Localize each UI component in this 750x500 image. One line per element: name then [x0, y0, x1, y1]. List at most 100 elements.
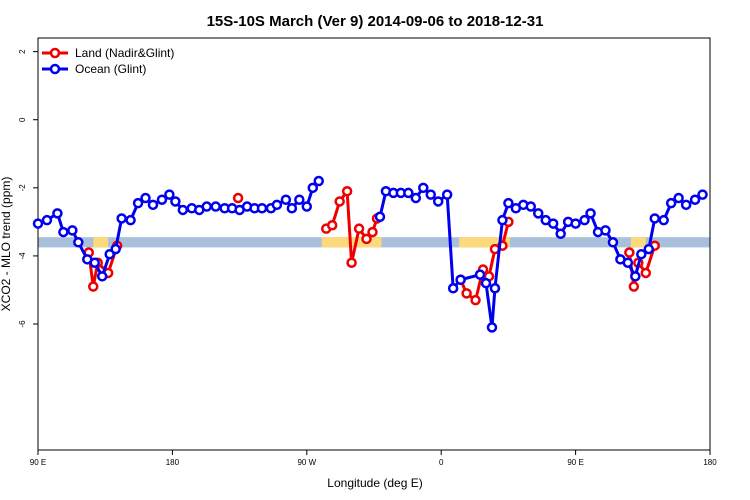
- series-1-point-1-42: [689, 194, 701, 205]
- y-axis-label: XCO2 - MLO trend (ppm): [0, 177, 13, 312]
- series-0-point-4-1: [628, 281, 640, 292]
- y-tick-label-3: -4: [18, 252, 27, 260]
- series-1-point-0-11: [116, 213, 127, 224]
- series-1-point-1-31: [607, 237, 619, 248]
- series-1-point-1-4: [403, 187, 414, 199]
- series-0-point-2-4: [346, 257, 357, 268]
- series-1-point-0-0: [32, 218, 44, 229]
- x-axis-ticks: 90 E 180 90 W 0 90 E 180: [30, 450, 717, 467]
- legend-marker-ocean: [49, 63, 61, 75]
- series-0-point-2-1: [326, 220, 338, 231]
- series-1-point-1-36: [643, 243, 655, 255]
- series-1-point-0-34: [294, 194, 305, 205]
- series-1-point-0-29: [256, 202, 268, 214]
- series-1-point-0-31: [271, 199, 283, 211]
- series-1-point-1-5: [410, 192, 422, 204]
- legend-item-ocean: Ocean (Glint): [42, 62, 146, 76]
- legend-marker-land: [49, 47, 61, 59]
- series-0-point-2-6: [361, 233, 372, 245]
- y-tick-label-4: -6: [18, 320, 27, 328]
- series-1-point-1-9: [441, 189, 453, 200]
- chart-title: 15S-10S March (Ver 9) 2014-09-06 to 2018…: [207, 13, 544, 30]
- series-1-point-0-15: [147, 199, 159, 211]
- x-tick-label-3: 0: [439, 458, 444, 467]
- series-lines: [32, 175, 708, 333]
- series-1-point-0-32: [280, 194, 292, 205]
- series-1-point-1-28: [585, 208, 596, 219]
- series-0-point-2-2: [334, 196, 345, 207]
- land-mask-segment-2: [459, 237, 510, 248]
- x-tick-label-0: 90 E: [30, 458, 46, 467]
- series-1-point-0-5: [73, 237, 84, 248]
- series-1-point-1-21: [533, 208, 544, 219]
- series-1-point-0-36: [307, 182, 319, 194]
- x-axis-label: Longitude (deg E): [327, 476, 422, 490]
- series-1-point-1-38: [658, 214, 669, 226]
- series-1-point-0-3: [58, 226, 69, 238]
- series-1-point-1-8: [432, 196, 444, 207]
- series-1-point-1-14: [486, 322, 498, 333]
- x-tick-label-2: 90 W: [297, 458, 316, 467]
- series-1-point-1-41: [680, 199, 692, 211]
- series-1-point-0-7: [89, 257, 100, 268]
- series-1-point-0-17: [164, 189, 175, 200]
- series-1-point-0-8: [96, 271, 108, 282]
- series-1-point-0-14: [140, 192, 151, 204]
- y-tick-label-0: 2: [18, 49, 27, 54]
- series-1-point-1-20: [525, 201, 537, 212]
- series-1-point-1-10: [447, 283, 459, 294]
- y-axis-ticks: 2 0 -2 -4 -6: [18, 49, 38, 328]
- x-tick-label-4: 90 E: [567, 458, 583, 467]
- x-tick-label-1: 180: [166, 458, 180, 467]
- series-0-point-3-1: [461, 288, 472, 299]
- legend-label-ocean: Ocean (Glint): [75, 62, 146, 76]
- series-1-point-1-6: [418, 182, 429, 194]
- series-1-point-0-4: [67, 225, 78, 236]
- series-1-point-1-40: [673, 192, 684, 204]
- series-1-point-0-10: [110, 243, 121, 255]
- series-1-point-1-39: [665, 197, 677, 209]
- series-1-line-0: [37, 180, 320, 278]
- series-1-point-1-30: [600, 225, 611, 236]
- series-1-line-1: [378, 186, 704, 329]
- series-1-point-0-16: [156, 194, 168, 205]
- series-1-point-0-13: [132, 197, 144, 209]
- series-1-point-1-26: [570, 218, 581, 229]
- series-1-point-1-0: [374, 211, 386, 223]
- series-0-point-2-5: [353, 223, 365, 234]
- land-mask-segment-0: [93, 237, 109, 248]
- series-1-point-0-2: [52, 208, 63, 219]
- y-tick-label-1: 0: [18, 117, 27, 122]
- series-1-point-0-35: [301, 201, 313, 212]
- series-1-point-1-12: [474, 269, 486, 280]
- series-1-point-0-12: [125, 214, 136, 226]
- series-0-point-4-3: [640, 267, 652, 279]
- series-1-point-1-35: [636, 248, 647, 260]
- series-1-point-1-7: [425, 189, 436, 200]
- series-1-point-1-33: [622, 257, 634, 268]
- series-1-point-1-34: [630, 271, 641, 282]
- series-1-point-0-22: [201, 201, 212, 212]
- series-0-point-2-7: [367, 226, 378, 238]
- series-1-point-1-37: [649, 213, 660, 224]
- legend-item-land: Land (Nadir&Glint): [42, 46, 174, 60]
- series-1-point-1-13: [480, 277, 492, 289]
- series-1-point-1-43: [697, 189, 708, 200]
- series-0-point-0-1: [88, 281, 99, 292]
- series-1-point-0-19: [177, 204, 189, 216]
- series-0-point-4-0: [624, 247, 635, 258]
- series-1-point-0-18: [170, 196, 181, 207]
- series-1-point-1-17: [503, 197, 514, 209]
- series-1: [32, 175, 708, 333]
- legend: Land (Nadir&Glint) Ocean (Glint): [42, 46, 174, 76]
- plot-frame: [37, 37, 711, 451]
- series-1-point-0-33: [286, 202, 298, 214]
- y-tick-label-2: -2: [18, 184, 27, 192]
- series-0-point-2-3: [341, 185, 353, 197]
- series-0-point-1-0: [232, 192, 244, 204]
- legend-label-land: Land (Nadir&Glint): [75, 46, 174, 60]
- series-1-point-1-15: [489, 283, 501, 294]
- series-1-point-1-16: [497, 214, 508, 226]
- series-1-point-1-23: [547, 218, 559, 229]
